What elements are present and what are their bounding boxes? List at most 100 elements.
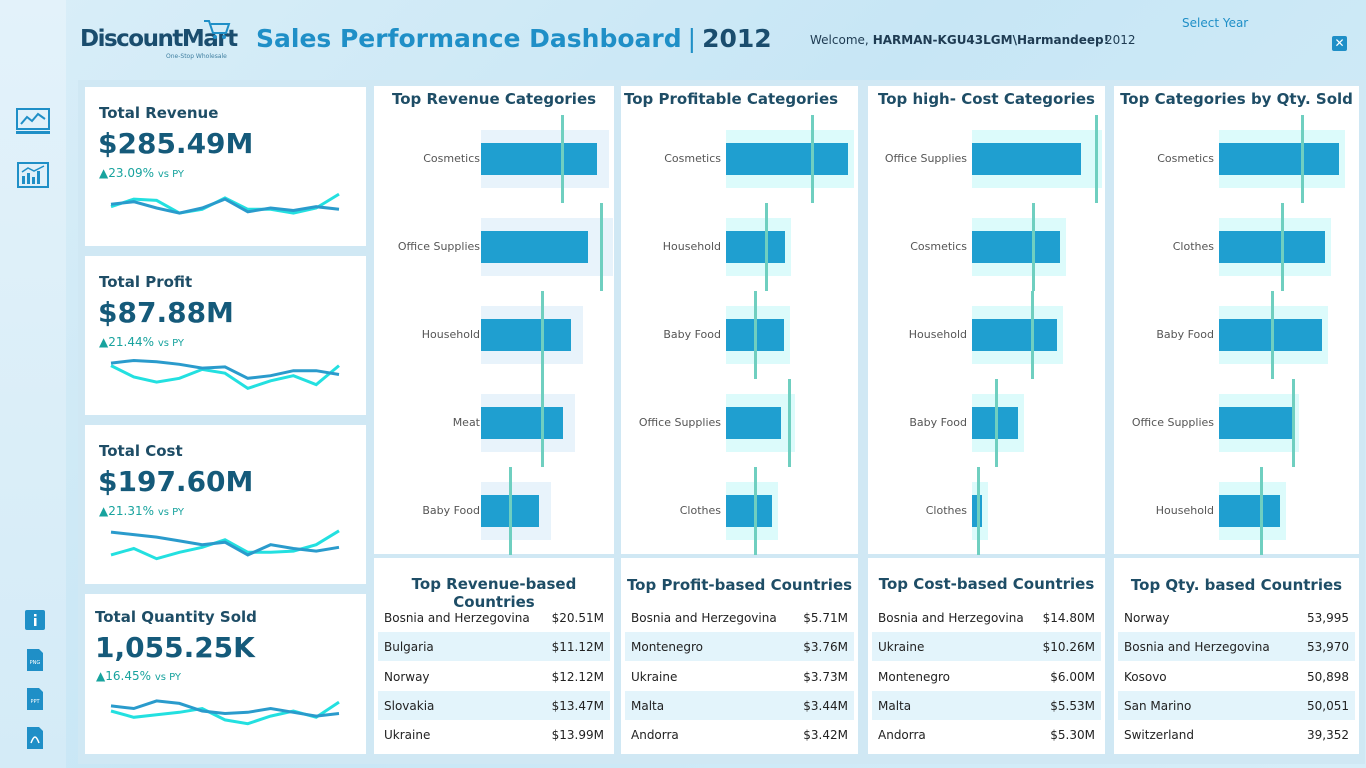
bar[interactable]	[726, 407, 782, 439]
country-name: Switzerland	[1124, 728, 1194, 743]
chart-title: Top Profitable Categories	[624, 90, 839, 108]
country-name: Norway	[1124, 611, 1170, 625]
bar[interactable]	[1219, 407, 1294, 439]
kpi-title: Total Profit	[99, 273, 193, 291]
kpi-delta-suffix: vs PY	[157, 507, 185, 518]
list-item[interactable]: Kosovo 50,898	[1118, 662, 1355, 691]
country-name: Ukraine	[384, 728, 431, 743]
sparkline-py	[110, 364, 340, 391]
list-item[interactable]: Norway $12.12M	[378, 662, 610, 691]
list-item[interactable]: Ukraine $10.26M	[872, 632, 1101, 662]
bar[interactable]	[481, 231, 589, 263]
kpi-delta-value: ▲16.45%	[96, 669, 151, 683]
dashboard-body: Total Revenue $285.49M ▲23.09% vs PY Tot…	[78, 80, 1365, 764]
list-item[interactable]: Montenegro $3.76M	[625, 632, 854, 662]
bar[interactable]	[726, 495, 772, 527]
country-name: Ukraine	[878, 640, 925, 655]
reference-line	[1271, 291, 1275, 379]
list-item[interactable]: Montenegro $6.00M	[872, 662, 1101, 691]
list-title: Top Profit-based Countries	[626, 576, 853, 594]
kpi-title: Total Cost	[99, 442, 183, 460]
page-title: Sales Performance Dashboard | 2012	[256, 24, 772, 53]
kpi-delta: ▲23.09% vs PY	[99, 166, 184, 180]
list-item[interactable]: Ukraine $13.99M	[378, 720, 610, 749]
sparkline-cy	[110, 699, 340, 718]
category-label: Office Supplies	[884, 152, 967, 165]
bar[interactable]	[481, 143, 597, 175]
list-item[interactable]: San Marino 50,051	[1118, 690, 1355, 720]
country-name: Montenegro	[878, 669, 951, 684]
country-name: Slovakia	[384, 698, 435, 713]
bar[interactable]	[972, 319, 1057, 351]
country-value: 53,995	[1307, 611, 1349, 625]
bar[interactable]	[726, 143, 848, 175]
country-value: $11.12M	[551, 640, 604, 655]
bar[interactable]	[972, 231, 1060, 263]
kpi-value: $87.88M	[98, 296, 234, 329]
country-name: Ukraine	[631, 669, 678, 684]
list-item[interactable]: Bosnia and Herzegovina $14.80M	[872, 603, 1101, 632]
category-label: Cosmetics	[1157, 152, 1214, 165]
country-list-revenue: Top Revenue-based Countries Bosnia and H…	[374, 558, 614, 754]
reference-line	[754, 467, 758, 555]
category-label: Office Supplies	[1131, 416, 1214, 429]
category-label: Household	[908, 328, 967, 341]
list-item[interactable]: Ukraine $3.73M	[625, 662, 854, 691]
country-name: Bosnia and Herzegovina	[1124, 640, 1270, 655]
bar[interactable]	[972, 143, 1081, 175]
kpi-value: $285.49M	[98, 127, 254, 160]
line-chart-icon[interactable]	[16, 108, 50, 136]
list-item[interactable]: Malta $5.53M	[872, 690, 1101, 720]
png-export-icon[interactable]: PNG	[25, 649, 45, 671]
bar[interactable]	[1219, 495, 1280, 527]
bar[interactable]	[481, 407, 563, 439]
kpi-card-revenue: Total Revenue $285.49M ▲23.09% vs PY	[85, 87, 366, 246]
bar[interactable]	[1219, 319, 1322, 351]
svg-text:PPT: PPT	[30, 699, 40, 705]
list-item[interactable]: Malta $3.44M	[625, 690, 854, 720]
pdf-export-icon[interactable]	[25, 727, 45, 749]
country-list-cost: Top Cost-based Countries Bosnia and Herz…	[868, 558, 1105, 754]
kpi-card-quantity: Total Quantity Sold 1,055.25K ▲16.45% vs…	[85, 594, 366, 754]
list-item[interactable]: Switzerland 39,352	[1118, 720, 1355, 749]
country-name: Bosnia and Herzegovina	[878, 611, 1024, 625]
reference-line	[787, 379, 791, 467]
category-label: Baby Food	[909, 416, 967, 429]
bar[interactable]	[726, 231, 786, 263]
reference-line	[541, 291, 545, 379]
list-item[interactable]: Bosnia and Herzegovina $5.71M	[625, 603, 854, 632]
close-icon[interactable]: ✕	[1332, 36, 1347, 51]
chart-panel-cost: Top high- Cost Categories Office Supplie…	[868, 86, 1105, 555]
reference-line	[541, 379, 545, 467]
category-label: Clothes	[679, 504, 721, 517]
category-label: Baby Food	[1156, 328, 1214, 341]
country-value: $3.42M	[803, 728, 848, 743]
list-item[interactable]: Bulgaria $11.12M	[378, 632, 610, 662]
bar[interactable]	[1219, 231, 1325, 263]
info-icon[interactable]	[25, 610, 45, 632]
list-item[interactable]: Andorra $5.30M	[872, 720, 1101, 749]
list-item[interactable]: Bosnia and Herzegovina 53,970	[1118, 632, 1355, 662]
bar[interactable]	[481, 319, 571, 351]
reference-line	[1031, 203, 1035, 291]
bar[interactable]	[1219, 143, 1339, 175]
ppt-export-icon[interactable]: PPT	[25, 688, 45, 710]
dashboard-chart-icon[interactable]	[16, 162, 50, 190]
category-label: Office Supplies	[638, 416, 721, 429]
title-separator: |	[687, 24, 697, 53]
year-value[interactable]: 2012	[1105, 33, 1136, 47]
category-label: Meat	[452, 416, 480, 429]
list-item[interactable]: Andorra $3.42M	[625, 720, 854, 749]
svg-text:PNG: PNG	[30, 660, 41, 666]
category-label: Cosmetics	[910, 240, 967, 253]
list-item[interactable]: Slovakia $13.47M	[378, 690, 610, 720]
kpi-delta-value: ▲23.09%	[99, 166, 154, 180]
list-item[interactable]: Bosnia and Herzegovina $20.51M	[378, 603, 610, 632]
select-year-filter[interactable]: Select Year	[1182, 16, 1249, 30]
category-label: Cosmetics	[423, 152, 480, 165]
kpi-sparkline	[110, 529, 340, 561]
country-name: Kosovo	[1124, 669, 1167, 684]
list-item[interactable]: Norway 53,995	[1118, 603, 1355, 632]
list-title: Top Qty. based Countries	[1130, 576, 1343, 594]
kpi-delta-value: ▲21.31%	[99, 504, 154, 518]
